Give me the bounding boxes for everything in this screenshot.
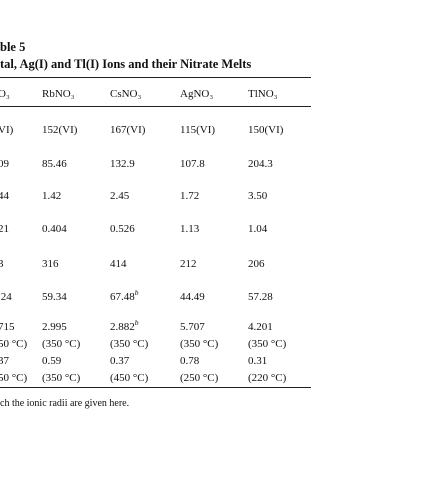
table-cell: VI) (0, 124, 14, 136)
cell-value: 2.882 (110, 321, 135, 333)
table-cell: 67.48b (110, 288, 139, 304)
cell-value: 67.48 (110, 291, 135, 303)
table-cell: 5.707 (180, 321, 205, 333)
table-cell: 715 (0, 321, 15, 333)
table-cell: 1.42 (42, 190, 62, 202)
table-cell: 167(VI) (110, 124, 146, 136)
table-cell: 212 (180, 258, 197, 270)
column-header: O₃ (0, 88, 10, 100)
table-cell: 37 (0, 355, 9, 367)
table-cell: 1.04 (248, 223, 268, 235)
table-cell: 2.995 (42, 321, 67, 333)
table-cell: 0.404 (42, 223, 67, 235)
table-cell: 0.37 (110, 355, 130, 367)
table-cell: 115(VI) (180, 124, 216, 136)
table-cell: 59.34 (42, 291, 67, 303)
table-cell: 0.31 (248, 355, 268, 367)
table-cell: 1.72 (180, 190, 200, 202)
table-cell: 44 (0, 190, 9, 202)
table-cell: 0.59 (42, 355, 62, 367)
table-cell: 0.78 (180, 355, 200, 367)
table-cell: 3 (0, 258, 4, 270)
table-cell: 2.45 (110, 190, 130, 202)
table-cell: 0.526 (110, 223, 135, 235)
table-cell: (250 °C) (180, 372, 219, 384)
table-cell: 4.201 (248, 321, 273, 333)
column-header: AgNO₃ (180, 88, 214, 100)
footnote-mark: b (134, 318, 139, 327)
table-cell: 150(VI) (248, 124, 284, 136)
footnote: ch the ionic radii are given here. (0, 398, 130, 409)
table-cell: 50 °C) (0, 338, 28, 350)
table-cell: 09 (0, 158, 9, 170)
table-cell: 3.50 (248, 190, 268, 202)
table-cell: 316 (42, 258, 59, 270)
column-header: RbNO₃ (42, 88, 75, 100)
table-cell: (220 °C) (248, 372, 287, 384)
table-cell: 132.9 (110, 158, 135, 170)
table-cell: 414 (110, 258, 127, 270)
table-title: ble 5 (0, 40, 26, 54)
table-cell: 44.49 (180, 291, 205, 303)
bottom-rule (0, 387, 311, 388)
column-header: CsNO₃ (110, 88, 142, 100)
footnote-mark: b (134, 288, 139, 297)
table-cell: 107.8 (180, 158, 205, 170)
table-cell: 50 °C) (0, 372, 28, 384)
top-rule (0, 77, 311, 79)
table-cell: .24 (0, 291, 12, 303)
table-cell: 204.3 (248, 158, 273, 170)
table-cell: 1.13 (180, 223, 200, 235)
header-rule (0, 106, 311, 107)
table-subtitle: tal, Ag(I) and Tl(I) Ions and their Nitr… (0, 57, 252, 71)
table-cell: 2.882b (110, 318, 139, 334)
table-cell: (350 °C) (248, 338, 287, 350)
table-cell: 206 (248, 258, 265, 270)
table-cell: (350 °C) (42, 338, 81, 350)
table-cell: 152(VI) (42, 124, 78, 136)
table-cell: 57.28 (248, 291, 273, 303)
column-header: TlNO₃ (248, 88, 278, 100)
table-cell: 85.46 (42, 158, 67, 170)
table-cell: 21 (0, 223, 9, 235)
table-cell: (350 °C) (42, 372, 81, 384)
table-cell: (350 °C) (110, 338, 149, 350)
table-cell: (350 °C) (180, 338, 219, 350)
table-cell: (450 °C) (110, 372, 149, 384)
